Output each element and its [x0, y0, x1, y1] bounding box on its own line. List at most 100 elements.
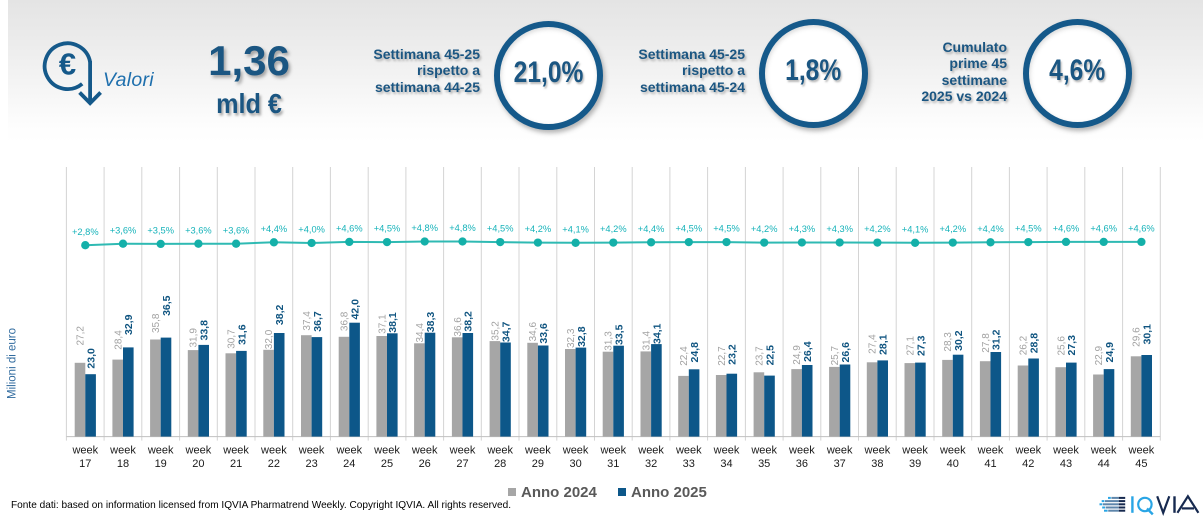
svg-text:24: 24	[343, 458, 355, 470]
svg-text:week: week	[449, 445, 476, 457]
svg-text:27,1: 27,1	[905, 336, 916, 356]
svg-text:23,7: 23,7	[755, 346, 766, 366]
svg-text:+4,5%: +4,5%	[1015, 224, 1042, 234]
svg-text:34,4: 34,4	[415, 323, 426, 343]
svg-text:27: 27	[456, 458, 468, 470]
svg-text:33,5: 33,5	[614, 324, 626, 345]
svg-text:week: week	[562, 445, 589, 457]
svg-text:22,7: 22,7	[717, 346, 728, 366]
svg-text:week: week	[1090, 445, 1117, 457]
svg-text:week: week	[826, 445, 853, 457]
svg-text:+4,5%: +4,5%	[675, 224, 702, 234]
svg-text:Milioni di euro: Milioni di euro	[7, 328, 19, 399]
svg-text:36,8: 36,8	[340, 311, 351, 331]
svg-text:26,4: 26,4	[802, 341, 814, 362]
svg-text:+4,4%: +4,4%	[261, 224, 288, 234]
svg-text:38,2: 38,2	[463, 311, 475, 332]
svg-text:37,1: 37,1	[377, 314, 388, 334]
svg-text:+4,4%: +4,4%	[977, 224, 1004, 234]
svg-text:22,9: 22,9	[1094, 345, 1105, 365]
svg-text:37: 37	[834, 458, 846, 470]
svg-text:23,0: 23,0	[86, 348, 98, 369]
svg-text:38: 38	[871, 458, 883, 470]
svg-text:42: 42	[1022, 458, 1034, 470]
svg-text:week: week	[486, 445, 513, 457]
svg-text:25,6: 25,6	[1056, 336, 1067, 356]
svg-text:+4,6%: +4,6%	[336, 224, 363, 234]
svg-text:week: week	[298, 445, 325, 457]
svg-text:week: week	[1052, 445, 1079, 457]
svg-text:+4,4%: +4,4%	[638, 224, 665, 234]
svg-text:31,3: 31,3	[604, 331, 615, 351]
svg-text:38,1: 38,1	[387, 312, 399, 333]
svg-text:28,4: 28,4	[113, 330, 124, 350]
svg-text:27,3: 27,3	[915, 335, 927, 356]
svg-text:34,1: 34,1	[651, 323, 663, 344]
svg-text:34,6: 34,6	[528, 321, 539, 341]
svg-text:week: week	[675, 445, 702, 457]
svg-text:+4,3%: +4,3%	[826, 224, 853, 234]
svg-text:week: week	[788, 445, 815, 457]
svg-text:week: week	[222, 445, 249, 457]
svg-text:+4,1%: +4,1%	[902, 224, 929, 234]
svg-text:+4,1%: +4,1%	[562, 224, 589, 234]
svg-text:33,8: 33,8	[199, 320, 211, 341]
svg-text:€: €	[59, 47, 76, 82]
svg-text:22,5: 22,5	[764, 345, 776, 366]
svg-text:+4,5%: +4,5%	[374, 224, 401, 234]
svg-text:week: week	[1128, 445, 1155, 457]
svg-text:33,6: 33,6	[538, 323, 550, 344]
svg-text:31,4: 31,4	[641, 330, 652, 350]
svg-text:23,2: 23,2	[727, 344, 739, 365]
svg-text:25: 25	[381, 458, 393, 470]
svg-text:41: 41	[984, 458, 996, 470]
svg-text:+4,2%: +4,2%	[751, 224, 778, 234]
svg-text:+3,6%: +3,6%	[110, 225, 137, 235]
svg-text:+3,5%: +3,5%	[147, 226, 174, 236]
svg-text:week: week	[335, 445, 362, 457]
svg-text:+4,0%: +4,0%	[298, 225, 325, 235]
svg-text:+4,2%: +4,2%	[864, 224, 891, 234]
svg-text:42,0: 42,0	[350, 299, 362, 320]
svg-text:+4,6%: +4,6%	[1128, 224, 1155, 234]
svg-text:31,2: 31,2	[991, 329, 1003, 350]
svg-text:35,2: 35,2	[491, 321, 502, 341]
svg-text:22,4: 22,4	[679, 346, 690, 366]
svg-text:37,4: 37,4	[302, 311, 313, 331]
svg-text:35: 35	[758, 458, 770, 470]
svg-text:week: week	[939, 445, 966, 457]
svg-text:20: 20	[192, 458, 204, 470]
svg-text:25,7: 25,7	[830, 345, 841, 365]
svg-text:36,6: 36,6	[453, 317, 464, 337]
svg-text:32,8: 32,8	[576, 326, 588, 347]
svg-text:45: 45	[1135, 458, 1147, 470]
svg-text:19: 19	[155, 458, 167, 470]
svg-text:30,1: 30,1	[1142, 324, 1154, 345]
svg-text:24,8: 24,8	[689, 342, 701, 363]
svg-text:32,9: 32,9	[123, 314, 135, 335]
svg-text:34: 34	[720, 458, 732, 470]
svg-text:week: week	[147, 445, 174, 457]
svg-text:week: week	[713, 445, 740, 457]
svg-text:week: week	[977, 445, 1004, 457]
svg-text:36,5: 36,5	[161, 295, 173, 316]
svg-text:31: 31	[607, 458, 619, 470]
svg-text:+4,2%: +4,2%	[939, 224, 966, 234]
svg-text:+4,5%: +4,5%	[713, 224, 740, 234]
svg-text:30: 30	[569, 458, 581, 470]
svg-text:28,3: 28,3	[943, 332, 954, 352]
svg-text:30,2: 30,2	[953, 330, 965, 351]
svg-text:week: week	[599, 445, 626, 457]
svg-text:week: week	[373, 445, 400, 457]
svg-text:+4,6%: +4,6%	[1090, 224, 1117, 234]
svg-text:27,2: 27,2	[76, 326, 87, 346]
svg-text:+4,2%: +4,2%	[525, 224, 552, 234]
svg-text:26: 26	[419, 458, 431, 470]
svg-text:week: week	[260, 445, 287, 457]
svg-text:+4,2%: +4,2%	[600, 224, 627, 234]
svg-text:32,0: 32,0	[264, 329, 275, 349]
svg-text:29,6: 29,6	[1132, 327, 1143, 347]
svg-text:36: 36	[796, 458, 808, 470]
svg-text:32,3: 32,3	[566, 328, 577, 348]
svg-text:36,7: 36,7	[312, 311, 324, 332]
